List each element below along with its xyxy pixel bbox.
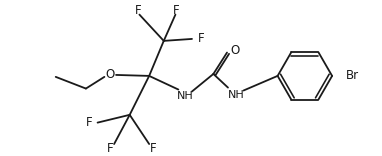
Text: F: F: [135, 4, 142, 17]
Text: F: F: [86, 116, 92, 129]
Text: Br: Br: [346, 69, 359, 82]
Text: O: O: [105, 68, 115, 81]
Text: NH: NH: [227, 90, 244, 100]
Text: F: F: [197, 32, 204, 45]
Text: F: F: [150, 142, 156, 155]
Text: NH: NH: [177, 91, 194, 101]
Text: F: F: [173, 4, 180, 17]
Text: O: O: [230, 44, 240, 57]
Text: F: F: [107, 142, 113, 155]
